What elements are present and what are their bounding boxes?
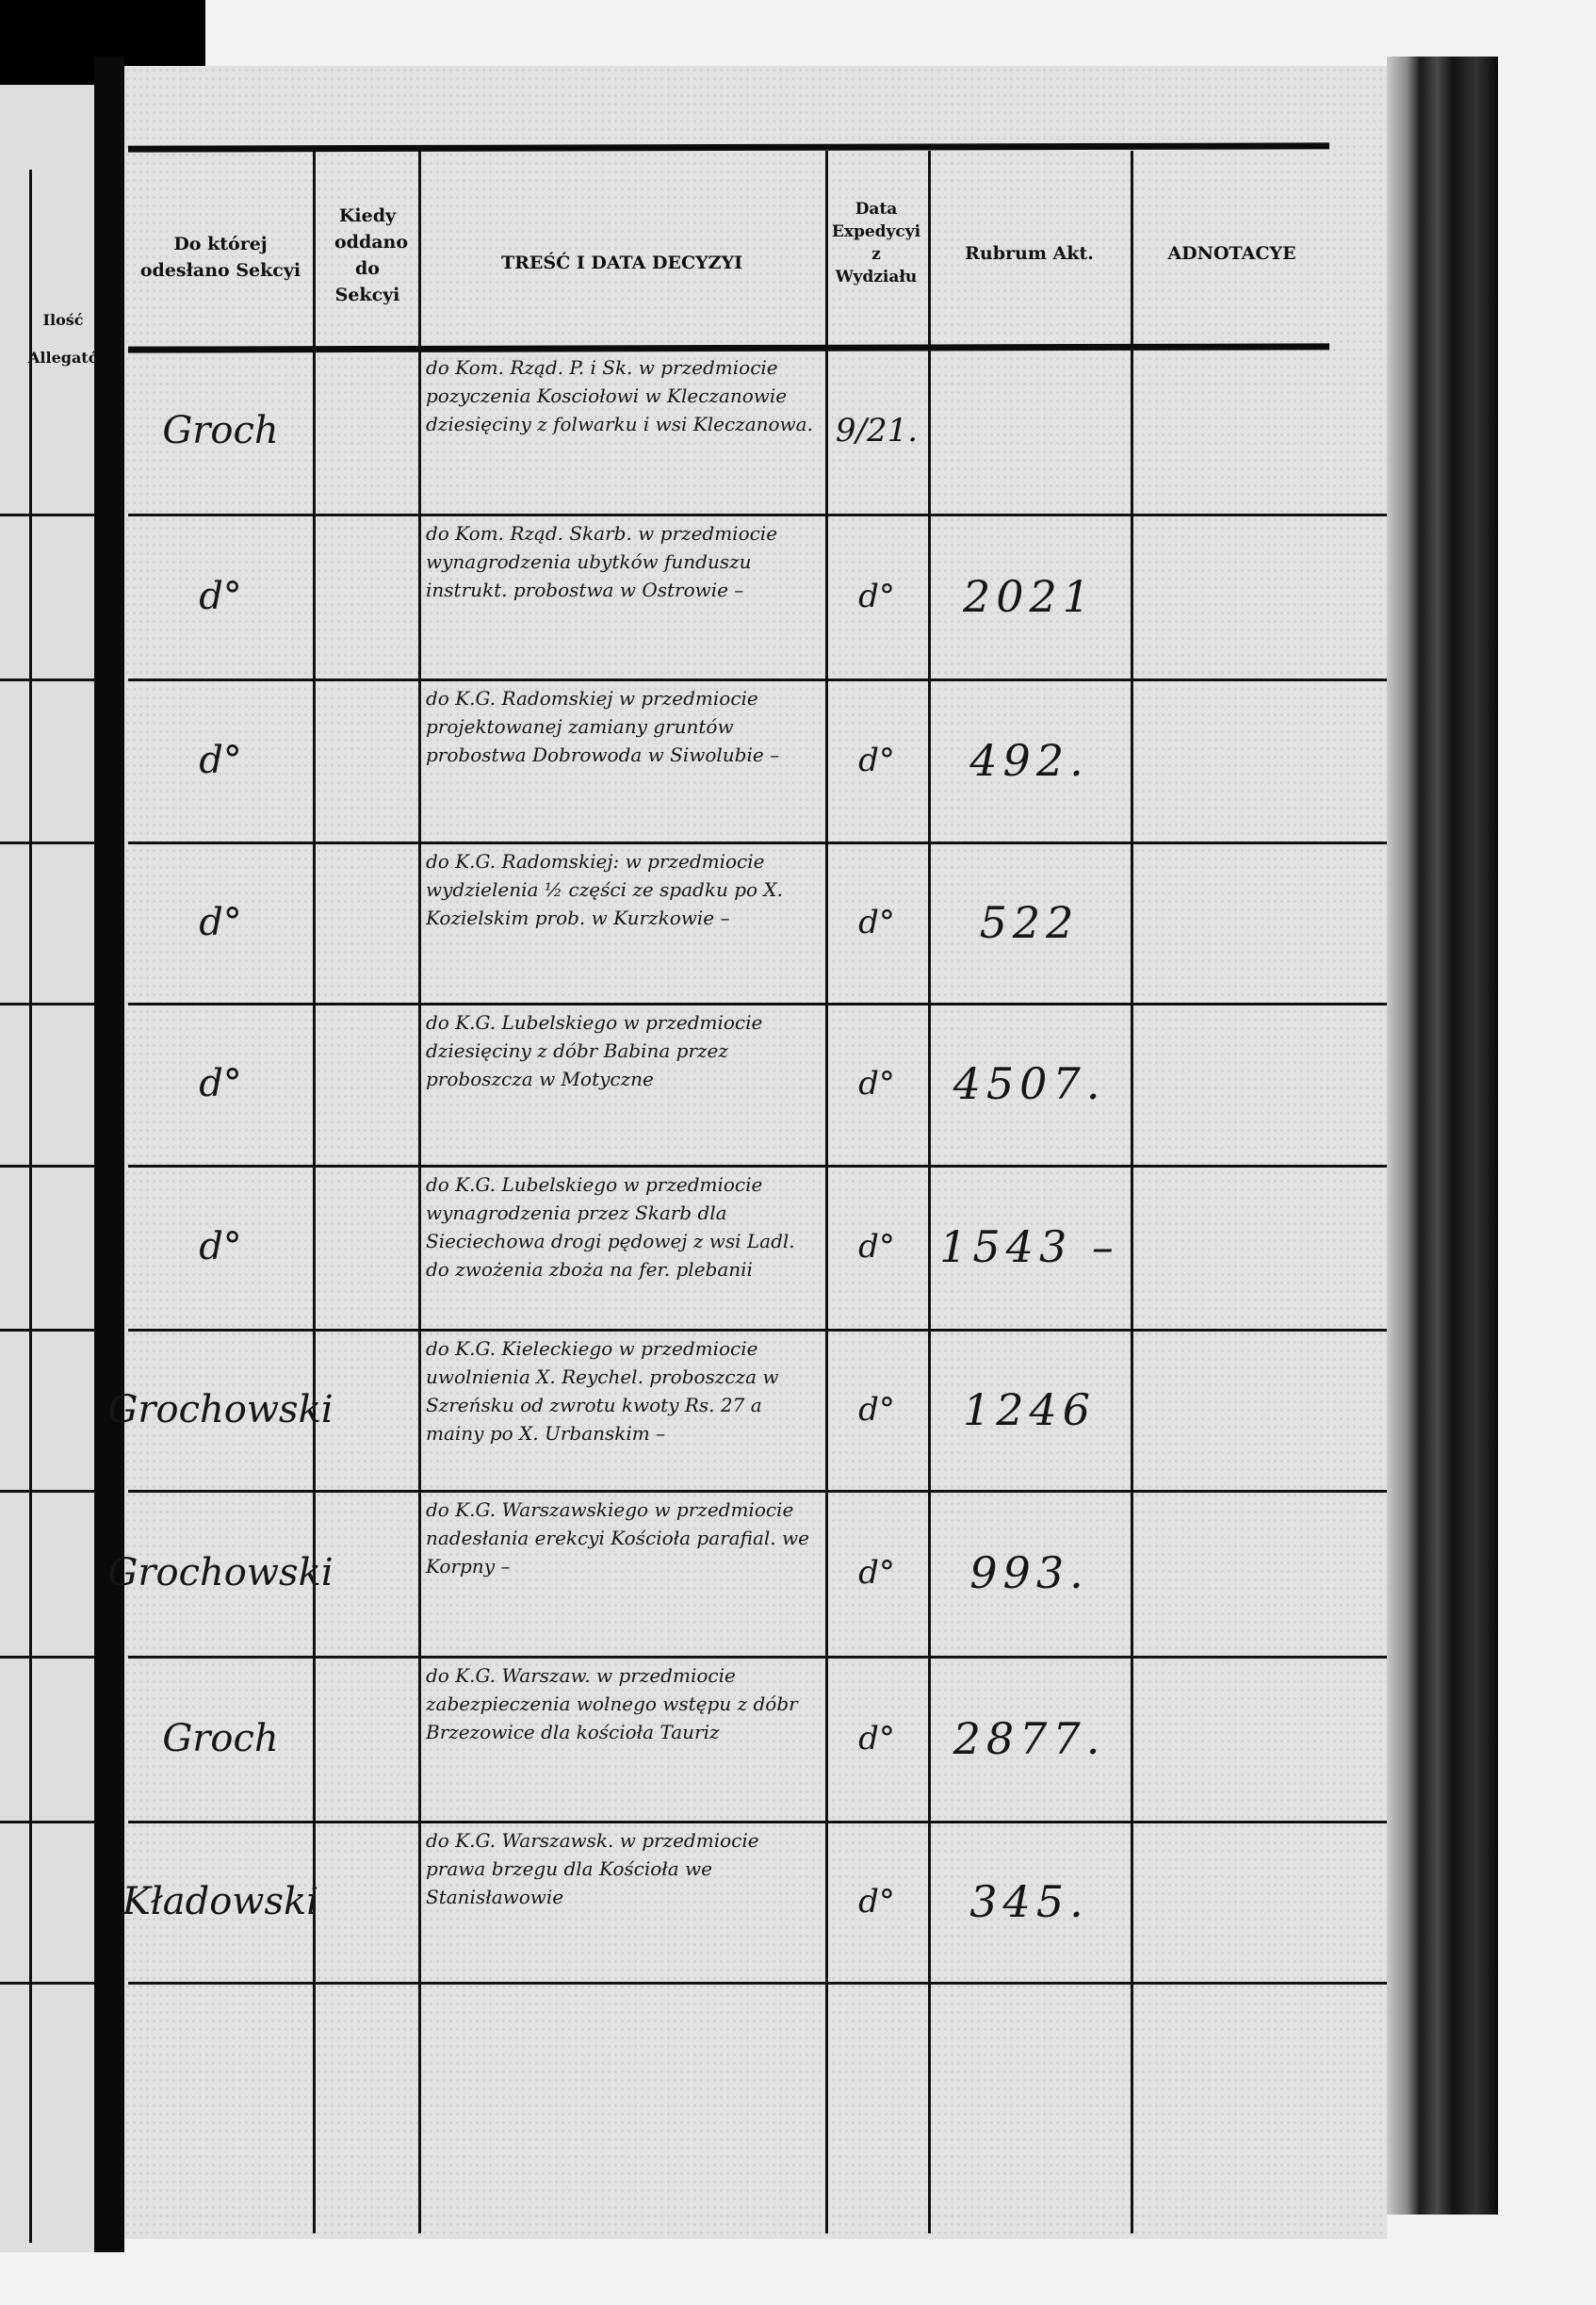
left-page-row-divider <box>0 1329 94 1332</box>
column-divider <box>418 151 421 2233</box>
cell-data-expedycyi: d° <box>858 1390 895 1429</box>
cell-tresc: do K.G. Kieleckiego w przedmiocie uwolni… <box>426 1337 779 1445</box>
cell-tresc: do Kom. Rząd. P. i Sk. w przedmiocie poz… <box>426 356 813 435</box>
book-binding-edge <box>1387 57 1498 2215</box>
cell-adnotacye <box>1131 348 1387 514</box>
cell-rubrum-akt: 2021 <box>962 570 1097 622</box>
left-page-row-divider <box>0 1003 94 1005</box>
cell-data-expedycyi: d° <box>858 1065 895 1103</box>
cell-kiedy-oddano <box>313 1821 418 1982</box>
column-divider <box>1131 151 1133 2233</box>
header-rubrum-akt: Rubrum Akt. <box>965 243 1094 264</box>
cell-tresc: do K.G. Warszaw. w przedmiocie zabezpiec… <box>426 1664 798 1743</box>
left-page-row-divider <box>0 514 94 516</box>
cell-tresc: do K.G. Lubelskiego w przedmiocie wynagr… <box>426 1173 795 1281</box>
cell-kiedy-oddano <box>313 1329 418 1490</box>
row-divider <box>128 1329 1387 1332</box>
header-ilosc-allegatow: Ilość Allegatów <box>28 311 112 367</box>
cell-adnotacye <box>1131 678 1387 842</box>
cell-kiedy-oddano <box>313 514 418 678</box>
cell-rubrum-akt <box>928 348 1131 514</box>
book-gutter <box>94 57 124 2252</box>
row-divider <box>128 514 1387 516</box>
left-page-edge: Ilość Allegatów <box>0 85 112 2252</box>
cell-kiedy-oddano <box>313 1490 418 1656</box>
header-tresc: TREŚĆ I DATA DECYZYI <box>501 253 742 273</box>
cell-rubrum-akt: 1246 <box>962 1383 1097 1435</box>
row-divider <box>128 1003 1387 1005</box>
cell-tresc: do K.G. Lubelskiego w przedmiocie dziesi… <box>426 1011 763 1090</box>
left-page-row-divider <box>0 1982 94 1985</box>
cell-data-expedycyi: d° <box>858 741 895 779</box>
column-divider <box>825 151 828 2233</box>
row-divider <box>128 1490 1387 1493</box>
cell-tresc: do K.G. Warszawsk. w przedmiocie prawa b… <box>426 1829 759 1908</box>
header-adnotacye: ADNOTACYE <box>1167 243 1296 264</box>
column-divider <box>313 151 316 2233</box>
cell-adnotacye <box>1131 842 1387 1003</box>
cell-adnotacye <box>1131 1490 1387 1656</box>
left-page-column-line <box>29 170 32 2243</box>
row-divider <box>128 678 1387 681</box>
row-divider <box>128 1982 1387 1985</box>
header-kiedy-oddano: Kiedy oddano do Sekcyi <box>334 205 409 305</box>
cell-adnotacye <box>1131 1165 1387 1329</box>
cell-kiedy-oddano <box>313 678 418 842</box>
cell-tresc: do K.G. Warszawskiego w przedmiocie nade… <box>426 1498 809 1578</box>
header-sekcja: Do której odesłano Sekcyi <box>139 234 301 281</box>
cell-sekcja: Kładowski <box>122 1879 319 1923</box>
cell-tresc: do K.G. Radomskiej w przedmiocie projekt… <box>426 687 780 766</box>
cell-sekcja: Grochowski <box>107 1387 334 1431</box>
cell-sekcja: d° <box>199 1225 242 1268</box>
cell-adnotacye <box>1131 1821 1387 1982</box>
row-divider <box>128 1821 1387 1823</box>
cell-rubrum-akt: 492. <box>969 734 1089 786</box>
left-page-row-divider <box>0 1165 94 1168</box>
row-divider <box>128 842 1387 844</box>
cell-sekcja: d° <box>199 738 242 782</box>
register-page <box>124 66 1387 2239</box>
cell-sekcja: Groch <box>162 409 279 452</box>
cell-kiedy-oddano <box>313 842 418 1003</box>
left-page-row-divider <box>0 1490 94 1493</box>
row-divider <box>128 1656 1387 1659</box>
cell-kiedy-oddano <box>313 348 418 514</box>
cell-kiedy-oddano <box>313 1656 418 1821</box>
column-divider <box>928 151 931 2233</box>
cell-data-expedycyi: d° <box>858 1882 895 1921</box>
cell-adnotacye <box>1131 514 1387 678</box>
cell-sekcja: Groch <box>162 1716 279 1760</box>
header-data-expedycyi: Data Expedycyi z Wydziału <box>831 200 921 286</box>
cell-tresc: do K.G. Radomskiej: w przedmiocie wydzie… <box>426 850 783 929</box>
cell-data-expedycyi: d° <box>858 577 895 615</box>
cell-rubrum-akt: 522 <box>979 896 1080 948</box>
cell-data-expedycyi: d° <box>858 1719 895 1757</box>
cell-tresc: do Kom. Rząd. Skarb. w przedmiocie wynag… <box>426 522 778 601</box>
left-page-row-divider <box>0 678 94 681</box>
cell-data-expedycyi: 9/21. <box>835 412 919 450</box>
cell-data-expedycyi: d° <box>858 1228 895 1266</box>
left-page-row-divider <box>0 1821 94 1823</box>
left-page-row-divider <box>0 842 94 844</box>
cell-rubrum-akt: 1543 – <box>939 1221 1119 1272</box>
cell-sekcja: d° <box>199 900 242 944</box>
cell-adnotacye <box>1131 1329 1387 1490</box>
cell-data-expedycyi: d° <box>858 903 895 941</box>
cell-sekcja: d° <box>199 574 242 618</box>
cell-sekcja: d° <box>199 1062 242 1105</box>
cell-adnotacye <box>1131 1656 1387 1821</box>
cell-kiedy-oddano <box>313 1003 418 1165</box>
cell-rubrum-akt: 993. <box>969 1547 1089 1598</box>
row-divider <box>128 1165 1387 1168</box>
left-page-row-divider <box>0 1656 94 1659</box>
cell-rubrum-akt: 4507. <box>953 1058 1106 1109</box>
cell-data-expedycyi: d° <box>858 1554 895 1592</box>
cell-rubrum-akt: 345. <box>969 1875 1089 1927</box>
cell-rubrum-akt: 2877. <box>953 1712 1106 1764</box>
cell-kiedy-oddano <box>313 1165 418 1329</box>
cell-adnotacye <box>1131 1003 1387 1165</box>
cell-sekcja: Grochowski <box>107 1551 334 1594</box>
